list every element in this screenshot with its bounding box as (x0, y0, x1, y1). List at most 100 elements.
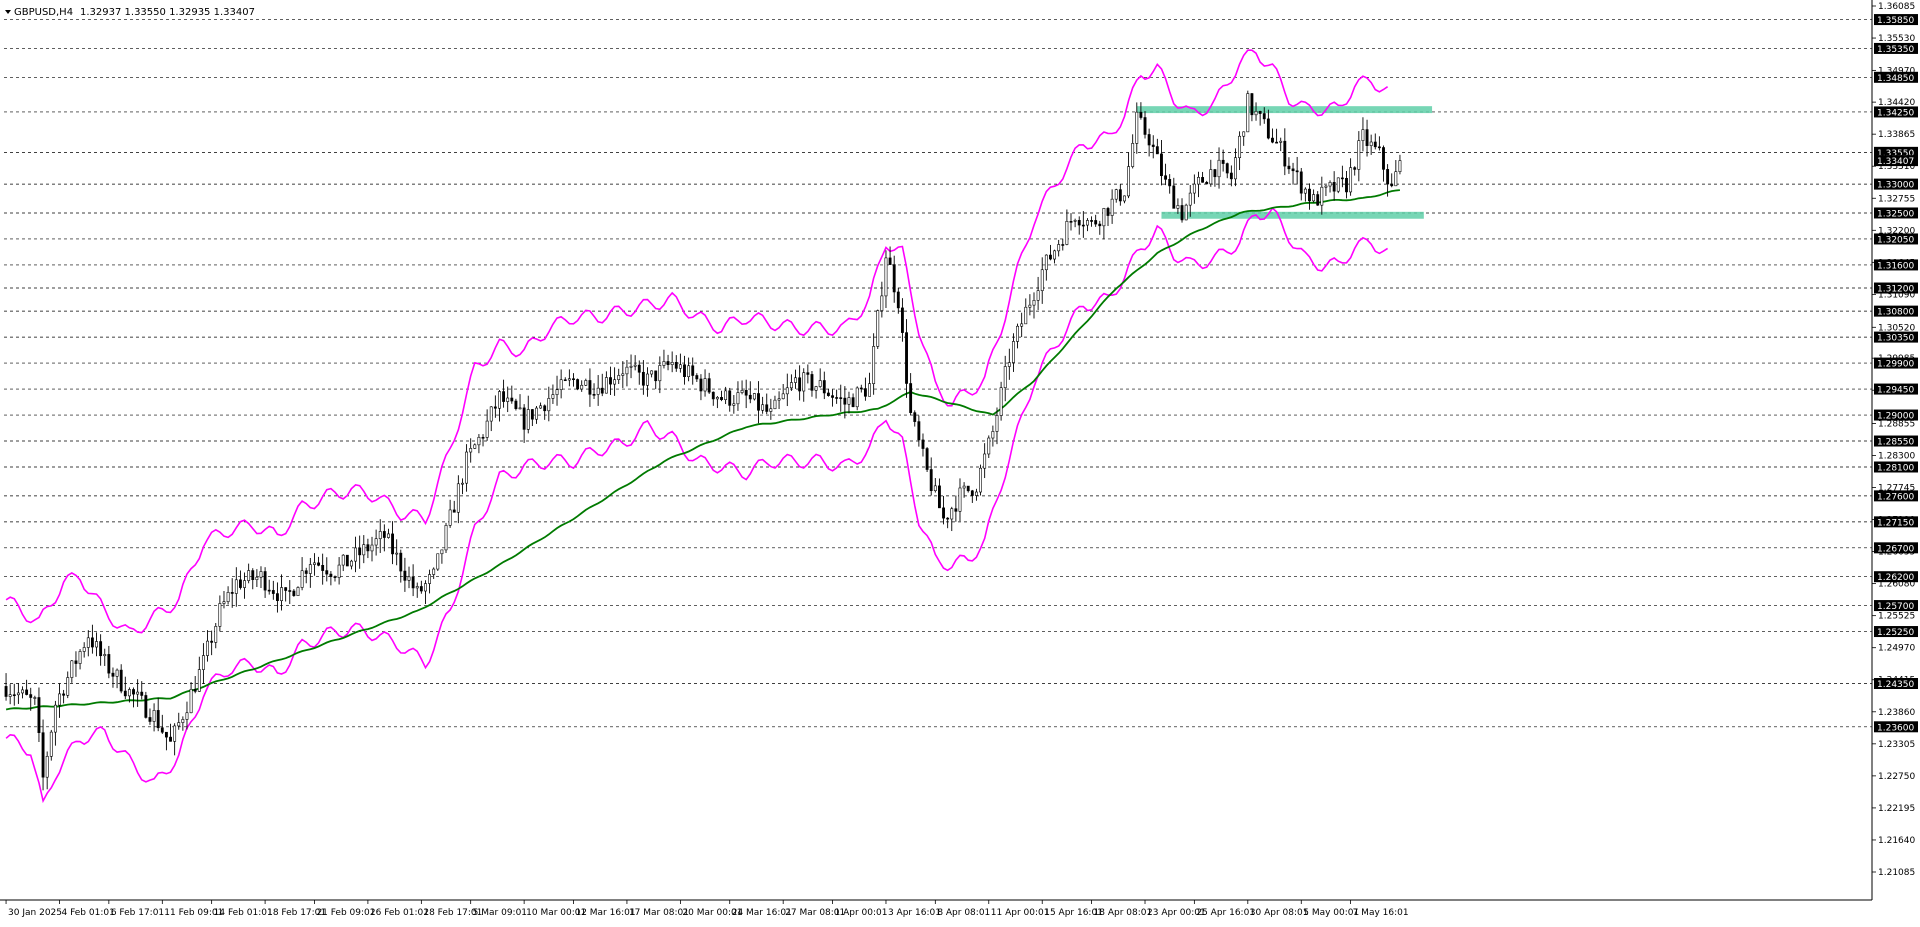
price-level-label-box (1874, 461, 1918, 473)
candle-body (432, 568, 436, 575)
candle-body (942, 507, 945, 519)
candle-body (1192, 183, 1196, 194)
candle-body (288, 590, 292, 592)
price-level-label: 1.29450 (1877, 386, 1914, 396)
candle-body (29, 694, 33, 698)
price-tick-label: 1.32200 (1878, 226, 1915, 236)
candle-body (707, 378, 711, 393)
candle-body (1361, 129, 1365, 141)
candle-body (1258, 111, 1262, 114)
price-level-label: 1.23600 (1877, 723, 1914, 733)
candle-body (329, 573, 333, 577)
candle-body (370, 544, 374, 552)
candle-body (999, 387, 1003, 416)
candle-body (243, 580, 246, 588)
candle-body (399, 552, 403, 572)
candle-body (839, 397, 843, 399)
price-level-label-box (1874, 435, 1918, 447)
candle-body (1201, 177, 1205, 183)
candle-body (1131, 143, 1135, 167)
candle-body (1283, 140, 1287, 167)
candle-body (826, 392, 830, 396)
candle-body (177, 722, 181, 727)
candle-body (337, 564, 341, 578)
time-tick-label: 18 Feb 17:01 (267, 908, 326, 918)
price-tick-label: 1.24970 (1878, 644, 1915, 654)
chart-header: GBPUSD,H4 1.32937 1.33550 1.32935 1.3340… (5, 7, 255, 18)
candle-body (905, 332, 908, 384)
candle-body (728, 390, 732, 406)
time-tick-label: 14 Feb 01:01 (214, 908, 273, 918)
candle-body (1324, 185, 1328, 188)
price-level-label: 1.31600 (1877, 261, 1914, 271)
candle-body (859, 387, 863, 390)
candle-body (1328, 182, 1332, 187)
candle-body (45, 756, 49, 778)
price-axis: 1.36085 1.35530 1.34970 1.34420 1.33865 1.333… (0, 0, 1918, 901)
candle-body (41, 732, 45, 778)
candle-body (1217, 159, 1221, 178)
price-level-label-box (1874, 721, 1918, 733)
candle-body (218, 603, 222, 627)
candle-body (1308, 188, 1311, 202)
price-level-label: 1.33407 (1877, 157, 1914, 167)
candle-body (831, 395, 834, 398)
candle-body (49, 731, 53, 757)
candle-body (1188, 192, 1192, 206)
candle-body (1139, 111, 1143, 118)
candle-body (814, 386, 818, 391)
price-tick-label: 1.36085 (1878, 2, 1915, 12)
candle-body (407, 576, 411, 581)
price-tick-label: 1.23305 (1878, 740, 1915, 750)
price-tick-label: 1.23860 (1878, 708, 1915, 718)
candle-body (1291, 168, 1295, 172)
candle-body (362, 544, 366, 556)
candle-body (1184, 204, 1188, 221)
candle-body (1003, 366, 1007, 389)
candle-body (720, 397, 723, 400)
time-tick-label: 30 Jan 2025 (8, 908, 62, 918)
price-level-label-box (1874, 383, 1918, 395)
candle-body (1373, 141, 1377, 148)
candle-body (1238, 135, 1242, 158)
candle-body (1246, 93, 1250, 133)
candle-body (966, 485, 970, 492)
candle-body (683, 364, 686, 377)
price-tick-label: 1.22195 (1878, 804, 1915, 814)
horizontal-levels (4, 19, 1872, 728)
candle-body (164, 731, 168, 738)
candle-body (1164, 175, 1168, 180)
price-tick-label: 1.22750 (1878, 772, 1915, 782)
candle-body (485, 420, 489, 438)
price-level-label-box (1874, 678, 1918, 690)
candle-body (1028, 304, 1032, 308)
candle-body (633, 364, 637, 367)
candle-body (806, 372, 810, 375)
candle-body (99, 641, 103, 657)
candle-body (896, 291, 900, 309)
time-tick-label: 25 Apr 16:01 (1196, 908, 1255, 918)
price-level-label: 1.34250 (1877, 108, 1914, 118)
collapse-triangle-icon[interactable] (5, 10, 11, 14)
candle-body (1094, 220, 1098, 225)
price-level-label: 1.29000 (1877, 412, 1914, 422)
candle-body (777, 398, 781, 401)
candle-body (929, 469, 933, 491)
bollinger-lower-line (5, 207, 1389, 804)
candle-body (498, 391, 501, 409)
candle-body (280, 587, 283, 601)
candle-body (600, 387, 604, 394)
candle-body (1225, 163, 1229, 174)
candle-body (325, 570, 329, 575)
candle-body (1369, 141, 1373, 146)
zone-rect (1136, 106, 1433, 114)
price-tick-label: 1.32755 (1878, 194, 1915, 204)
candle-body (617, 375, 621, 380)
price-level-label-box (1874, 146, 1918, 158)
candle-body (230, 592, 234, 594)
candle-body (502, 391, 506, 402)
candle-body (1377, 146, 1381, 149)
candle-body (884, 257, 888, 297)
